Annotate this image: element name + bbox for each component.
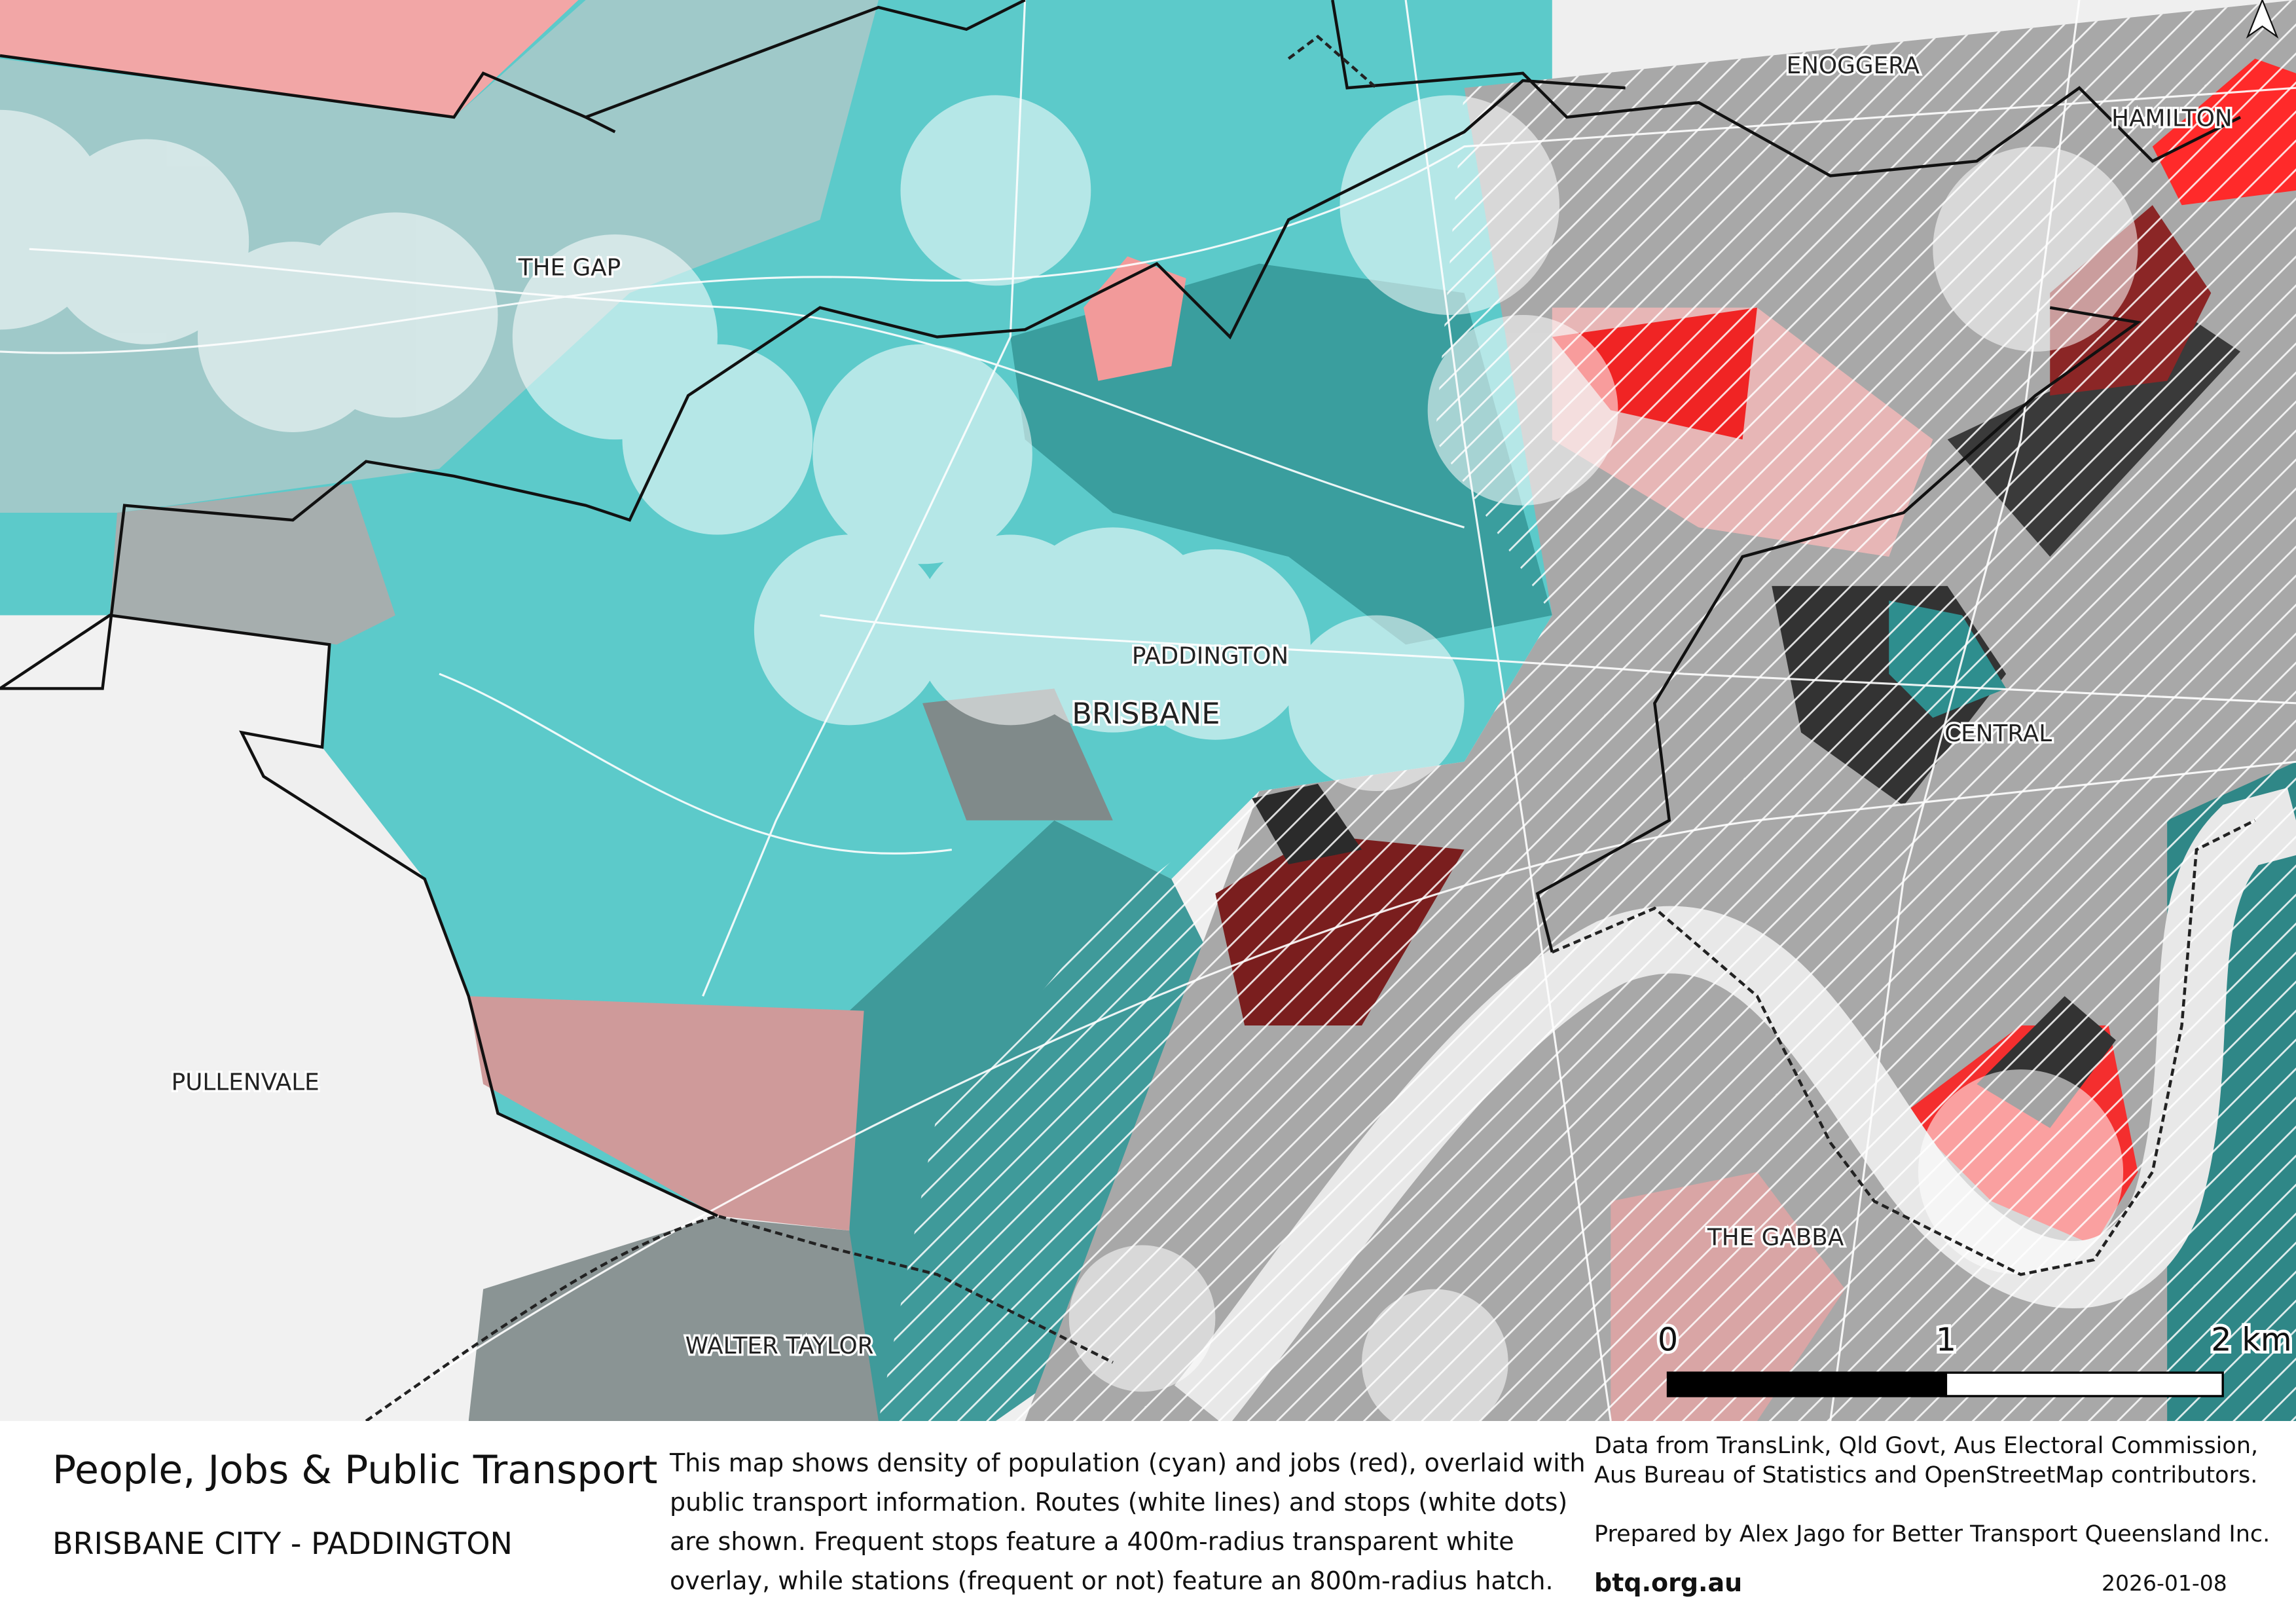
jobs-area [468,996,864,1231]
website-link[interactable]: btq.org.au [1594,1568,1743,1597]
place-label-hamilton: HAMILTON [2111,105,2232,132]
date: 2026-01-08 [2102,1570,2227,1596]
map-canvas[interactable]: THE GAP PADDINGTON BRISBANE ENOGGERA HAM… [0,0,2296,1421]
place-label-paddington: PADDINGTON [1132,642,1288,669]
place-label-central: CENTRAL [1944,720,2052,747]
scale-tick-2: 2 km [2211,1321,2291,1359]
station-hatch [878,0,2296,1421]
population-area-dark [922,688,1113,821]
scale-tick-1: 1 [1936,1321,1956,1359]
place-label-walter-taylor: WALTER TAYLOR [685,1333,874,1359]
place-label-enoggera: ENOGGERA [1787,52,1920,79]
map-title: People, Jobs & Public Transport [52,1447,658,1493]
population-area-gray [468,1215,879,1421]
description-line: This map shows density of population (cy… [670,1449,1586,1477]
jobs-area [0,0,579,117]
scale-bar: 0 1 2 km [1654,1318,2295,1397]
data-credit-line: Aus Bureau of Statistics and OpenStreetM… [1594,1462,2258,1488]
council-boundary [365,35,2256,1421]
electorate-boundary [0,0,2242,1217]
place-label-the-gap: THE GAP [518,255,621,282]
scale-tick-0: 0 [1658,1321,1678,1359]
transit-routes [0,0,2296,1421]
place-label-pullenvale: PULLENVALE [172,1069,319,1096]
data-credit-line: Data from TransLink, Qld Govt, Aus Elect… [1594,1433,2259,1459]
description-line: overlay, while stations (frequent or not… [670,1566,1554,1595]
description-line: are shown. Frequent stops feature a 400m… [670,1527,1514,1556]
pullenvale-area [0,615,718,1421]
place-label-the-gabba: THE GABBA [1707,1225,1844,1251]
map-subtitle: BRISBANE CITY - PADDINGTON [52,1526,513,1561]
description-line: public transport information. Routes (wh… [670,1488,1568,1517]
map-footer: People, Jobs & Public Transport BRISBANE… [0,1421,2296,1624]
north-arrow-icon [2246,0,2279,39]
population-area-gray [109,483,395,645]
frequent-stop-overlays [0,95,2138,1421]
prepared-by: Prepared by Alex Jago for Better Transpo… [1594,1521,2270,1547]
place-label-brisbane: BRISBANE [1072,696,1220,731]
